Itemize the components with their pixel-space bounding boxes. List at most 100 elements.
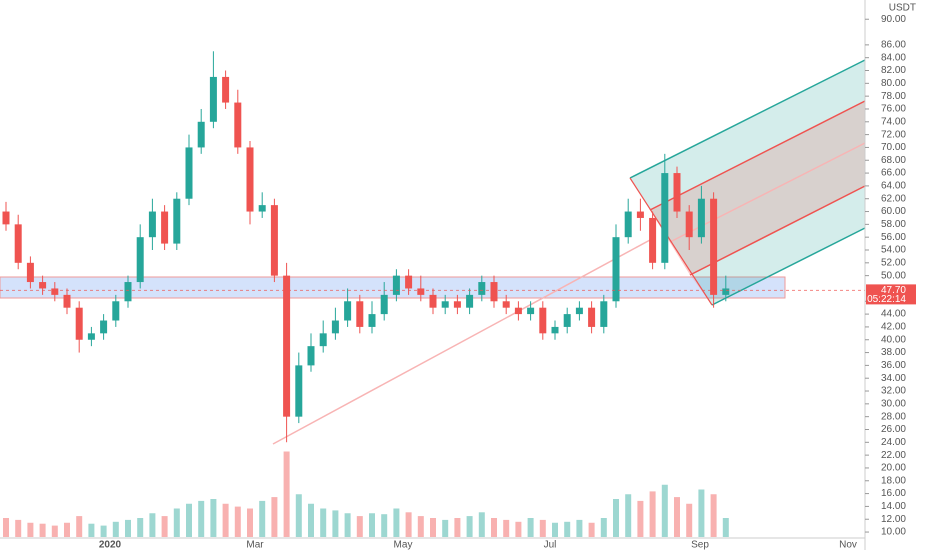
pitchfork-leg — [629, 177, 713, 306]
x-tick-label: Sep — [691, 540, 709, 550]
volume-bar — [27, 522, 34, 537]
y-tick-label: 78.00 — [881, 91, 906, 102]
volume-bar — [625, 494, 632, 537]
volume-bar — [222, 503, 229, 537]
volume-bar — [173, 508, 180, 537]
volume-bar — [454, 518, 461, 537]
candle-body — [636, 211, 644, 218]
y-tick-label: 26.00 — [881, 424, 906, 435]
candle-body — [612, 237, 620, 302]
volume-bar — [320, 508, 327, 537]
volume-bar — [283, 451, 290, 537]
volume-bar — [442, 519, 449, 537]
volume-bar — [600, 518, 607, 537]
y-tick-label: 86.00 — [881, 40, 906, 51]
volume-bar — [698, 489, 705, 537]
candle-body — [429, 294, 437, 308]
volume-bar — [417, 516, 424, 537]
volume-bar — [722, 518, 729, 537]
volume-bar — [381, 514, 388, 537]
candle-body — [148, 211, 156, 238]
volume-bar — [356, 516, 363, 537]
y-tick-label: 60.00 — [881, 206, 906, 217]
candle-body — [551, 326, 559, 334]
candle-body — [63, 294, 71, 308]
y-tick-label: 82.00 — [881, 65, 906, 76]
volume-bar — [186, 503, 192, 537]
volume-bar — [674, 497, 680, 537]
volume-bar — [76, 516, 83, 537]
y-tick-label: 30.00 — [881, 398, 906, 409]
y-tick-label: 34.00 — [881, 373, 906, 384]
candle-body — [380, 294, 388, 315]
pitchfork-top — [629, 59, 866, 179]
y-tick-label: 62.00 — [881, 193, 906, 204]
candle-body — [392, 275, 400, 295]
y-tick-label: 12.00 — [881, 514, 906, 525]
candle-body — [490, 282, 498, 302]
volume-bar — [100, 525, 107, 537]
volume-bar — [161, 516, 168, 537]
volume-bar — [210, 499, 217, 537]
volume-bar — [588, 522, 595, 537]
y-tick-label: 22.00 — [881, 450, 906, 461]
pitchfork-bottom — [711, 227, 866, 306]
volume-bar — [271, 497, 278, 537]
y-tick-label: 50.00 — [881, 270, 906, 281]
candle-body — [722, 288, 730, 295]
candle-body — [368, 314, 376, 327]
candle-body — [356, 301, 364, 327]
candle-body — [405, 275, 413, 289]
candle-body — [51, 288, 59, 295]
volume-bar — [247, 508, 253, 537]
candle-body — [478, 282, 486, 295]
volume-bar — [393, 508, 400, 537]
currency: USDT — [889, 3, 916, 14]
candle-body — [112, 301, 120, 321]
volume-bar — [430, 518, 436, 537]
volume-bar — [649, 491, 656, 537]
marks — [0, 51, 865, 537]
y-tick-label: 14.00 — [881, 501, 906, 512]
support-zone — [0, 276, 786, 299]
candle-body — [258, 205, 266, 212]
volume-bar — [503, 519, 510, 537]
candle-body — [331, 320, 339, 334]
x-tick-label: 2020 — [99, 540, 122, 550]
candle-body — [624, 211, 632, 238]
volume-bar — [64, 522, 70, 537]
y-tick-label: 80.00 — [881, 78, 906, 89]
pitchfork-upper-mid — [649, 100, 866, 211]
y-tick-label: 64.00 — [881, 181, 906, 192]
candle-body — [26, 262, 34, 283]
candle-body — [87, 333, 95, 340]
volume-bar — [552, 522, 558, 537]
volume-bar — [344, 513, 351, 537]
drawings — [0, 59, 866, 445]
candle-body — [466, 294, 474, 308]
volume-bar — [39, 523, 46, 537]
volume-bar — [198, 500, 205, 537]
volume-bar — [539, 519, 546, 537]
candle-body — [514, 307, 522, 315]
volume-bar — [112, 521, 119, 537]
candle-body — [283, 275, 291, 417]
volume-bar — [137, 518, 144, 537]
candle-body — [649, 217, 657, 263]
volume-bar — [710, 494, 717, 537]
candle-body — [39, 282, 47, 289]
volume-bar — [295, 494, 302, 537]
volume-bar — [51, 525, 58, 537]
candle-body — [124, 282, 132, 302]
candle-body — [661, 173, 669, 263]
volume-bar — [3, 518, 9, 537]
x-tick-label: Jul — [544, 540, 557, 550]
candle-body — [75, 307, 83, 340]
candle-body — [246, 147, 254, 212]
volume-bar — [125, 519, 131, 537]
candle-body — [575, 307, 583, 315]
volume-bar — [686, 503, 693, 537]
y-tick-label: 54.00 — [881, 245, 906, 256]
candle-body — [710, 198, 718, 295]
